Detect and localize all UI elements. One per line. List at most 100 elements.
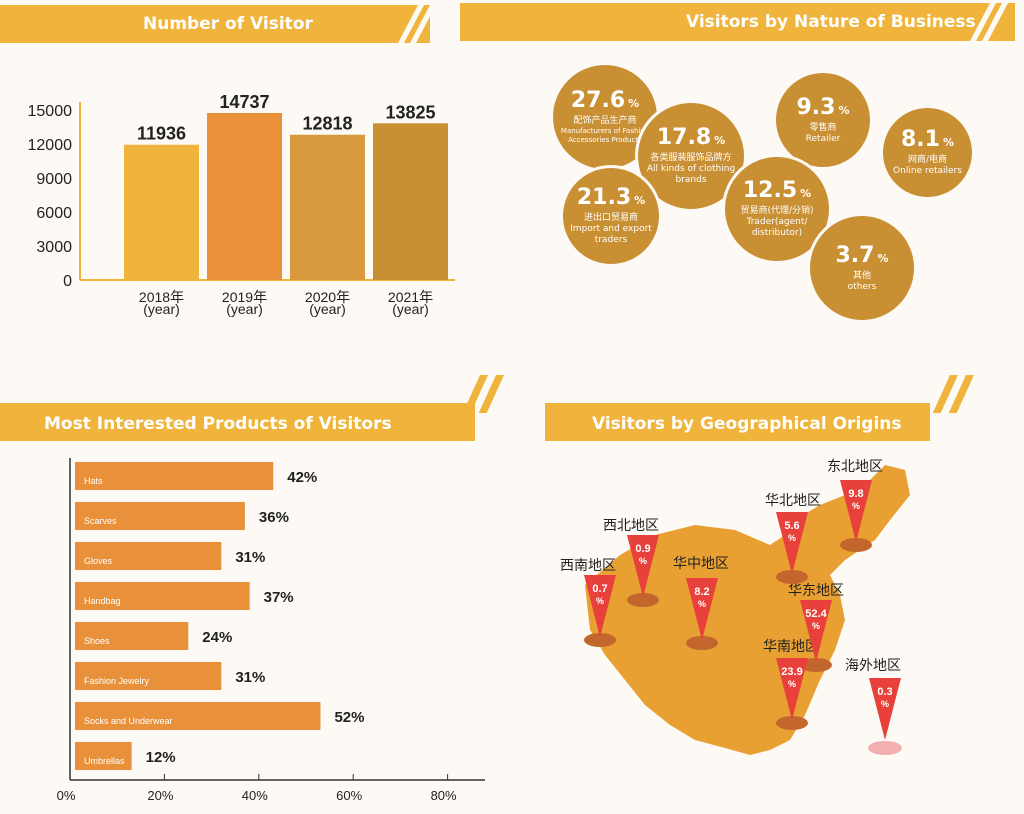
header-stripes	[398, 5, 436, 43]
product-bar-label: Hats	[84, 476, 103, 486]
x-tick-label: (year)	[392, 301, 429, 317]
region-label: 华中地区	[673, 556, 729, 572]
visitor-bar-chart: 03000600090001200015000119362018年(year)1…	[28, 92, 455, 317]
bubble-unit: %	[628, 97, 640, 110]
business-title: Visitors by Nature of Business	[686, 12, 976, 32]
region-pin-unit: %	[639, 556, 647, 566]
bubble-value: 3.7	[835, 242, 875, 268]
header-stripes	[932, 375, 974, 413]
region-label: 西北地区	[603, 518, 659, 534]
x-tick-label: 0%	[57, 788, 76, 803]
x-tick-label: (year)	[309, 301, 346, 317]
region-pin-unit: %	[852, 501, 860, 511]
region-pin-unit: %	[881, 699, 889, 709]
visitor-bar	[124, 144, 199, 280]
region-pin: 5.6%	[776, 512, 808, 584]
y-tick-label: 6000	[36, 205, 72, 222]
product-bar	[75, 742, 132, 770]
x-tick-label: 2019年	[222, 289, 267, 305]
region-pin: 8.2%	[686, 578, 718, 650]
product-bar-label: Umbrellas	[84, 756, 125, 766]
bubble-unit: %	[838, 103, 850, 117]
bubble-en: others	[847, 281, 877, 292]
product-bar-label: Handbag	[84, 596, 121, 606]
y-tick-label: 12000	[28, 137, 73, 154]
bubble-value: 27.6	[570, 88, 626, 113]
bubble-slice: 9.3% 零售商 Retailer	[773, 70, 873, 170]
product-bar	[75, 462, 274, 490]
products-title: Most Interested Products of Visitors	[44, 414, 392, 434]
geo-title: Visitors by Geographical Origins	[592, 414, 902, 434]
business-header: Visitors by Nature of Business	[460, 3, 1015, 41]
visitor-bar-value: 13825	[385, 102, 435, 122]
header-stripes	[970, 3, 1008, 41]
products-bar-chart: 0% 20% 40% 60% 80% Hats 42% Scarves 36% Gloves 31%…	[57, 458, 485, 803]
visitor-bar-value: 11936	[137, 124, 186, 144]
region-pin: 23.9%	[776, 658, 808, 730]
bubble-unit: %	[800, 187, 812, 200]
region-label: 华北地区	[765, 493, 821, 509]
bubble-value: 8.1	[900, 127, 940, 152]
bubble-unit: %	[877, 251, 889, 265]
product-bar-value: 31%	[235, 549, 265, 566]
region-pin: 9.8%	[840, 480, 872, 552]
product-bar	[75, 702, 321, 730]
product-bar-value: 12%	[146, 749, 176, 766]
bubble-en: Online retailers	[893, 166, 962, 176]
product-bar-value: 37%	[264, 589, 294, 606]
visitor-bar	[207, 112, 282, 280]
product-bar	[75, 582, 250, 610]
bubble-slice: 3.7% 其他 others	[807, 213, 917, 323]
product-bar-value: 24%	[202, 629, 232, 646]
x-tick-label: 60%	[336, 788, 362, 803]
product-bar-label: Socks and Underwear	[84, 716, 173, 726]
region-pin-value: 8.2	[694, 586, 709, 598]
x-tick-label: (year)	[143, 301, 180, 317]
geo-map: 西南地区 西北地区 华中地区 华北地区 东北地区 华东地区 华南地区 海外地区 …	[545, 450, 1020, 810]
y-tick-label: 9000	[36, 171, 72, 188]
y-tick-label: 3000	[36, 239, 72, 256]
region-pin-value: 0.9	[635, 543, 650, 555]
product-bar	[75, 662, 222, 690]
product-bar	[75, 542, 222, 570]
bubble-zh: 其他	[852, 270, 871, 281]
product-bar	[75, 622, 189, 650]
china-map-shape	[585, 465, 910, 755]
header-stripes	[462, 375, 504, 413]
bubble-en: Import and export traders	[570, 224, 652, 245]
visitors-header: Number of Visitor	[0, 5, 436, 43]
business-bubbles: 27.6% 配饰产品生产商 Manufacturers of Fashion A…	[545, 50, 1015, 340]
visitor-bar-value: 12818	[302, 114, 352, 134]
x-tick-label: 2020年	[305, 289, 350, 305]
region-label: 西南地区	[560, 558, 616, 574]
visitor-bar	[373, 123, 448, 280]
product-bar-value: 31%	[235, 669, 265, 686]
visitor-bar-value: 14737	[219, 92, 269, 112]
bubble-en: Retailer	[805, 133, 841, 144]
region-pin: 0.3%	[869, 678, 901, 740]
bubble-slice: 21.3% 进出口贸易商 Import and export traders	[560, 165, 662, 267]
y-tick-label: 0	[63, 273, 72, 290]
product-bar-label: Fashion Jewelry	[84, 676, 150, 686]
region-pin: 0.9%	[627, 535, 659, 607]
region-pin-value: 23.9	[781, 666, 802, 678]
region-pin-value: 0.3	[877, 686, 892, 698]
y-tick-label: 15000	[28, 103, 73, 120]
region-label: 东北地区	[827, 459, 883, 475]
region-pin-unit: %	[812, 621, 820, 631]
x-tick-label: 80%	[431, 788, 457, 803]
region-pin-value: 52.4	[805, 608, 827, 620]
bubble-zh: 零售商	[809, 122, 837, 133]
bubble-en: Trader(agent/ distributor)	[746, 217, 808, 238]
bubble-value: 9.3	[796, 94, 836, 120]
bubble-value: 12.5	[742, 178, 798, 203]
product-bar-label: Shoes	[84, 636, 110, 646]
visitors-title: Number of Visitor	[143, 14, 313, 34]
x-tick-label: 2021年	[388, 289, 433, 305]
x-tick-label: 40%	[242, 788, 268, 803]
product-bar	[75, 502, 245, 530]
bubble-value: 21.3	[576, 185, 632, 210]
bubble-zh: 配饰产品生产商	[573, 116, 637, 126]
products-header: Most Interested Products of Visitors	[0, 403, 475, 441]
region-pin: 52.4%	[800, 600, 832, 672]
